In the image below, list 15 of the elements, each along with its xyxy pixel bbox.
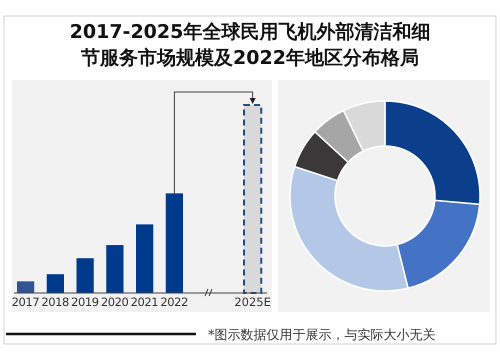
x-tick-label: 2018 (41, 295, 70, 309)
bar (166, 193, 184, 293)
text: *图示数据仅用于展示，与实际大小无关 (208, 328, 436, 343)
bar (106, 245, 124, 293)
x-tick-label: 2020 (100, 295, 129, 309)
bar (136, 224, 154, 293)
bar (46, 274, 64, 293)
x-tick-label: 2019 (71, 295, 100, 309)
x-tick-label: 2022 (160, 295, 188, 309)
bar (76, 258, 94, 293)
chart-title: 2017-2025年全球民用飞机外部清洁和细节服务市场规模及2022年地区分布格局 (70, 21, 430, 69)
x-tick-label: 2017 (12, 295, 40, 309)
x-tick-label: 2021 (130, 295, 159, 309)
x-tick-label: 2025E (234, 295, 271, 309)
bar (16, 281, 34, 293)
